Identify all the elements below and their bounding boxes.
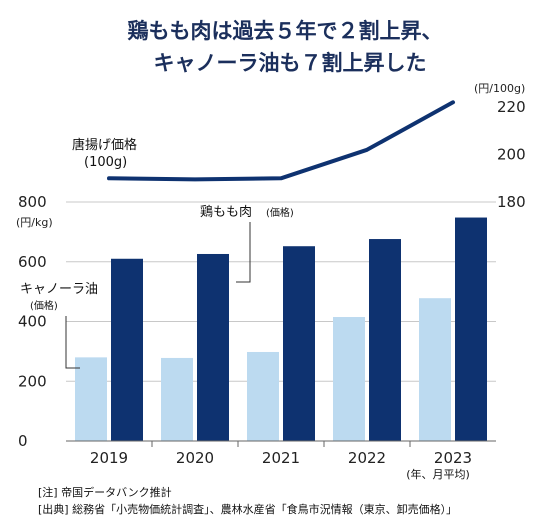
chicken-series-label: 鶏もも肉 (200, 205, 252, 220)
right-tick-label: 220 (497, 98, 526, 116)
price-line (107, 100, 455, 182)
right-axis-unit: (円/100g) (474, 82, 525, 95)
left-tick-label: 600 (18, 253, 47, 271)
karaage-price-line (107, 100, 455, 182)
note-1: [注] 帝国データバンク推計 (38, 485, 172, 499)
x-tick-label: 2019 (90, 449, 128, 467)
bar-chicken-2020 (197, 253, 229, 441)
line-series-note: (100g) (84, 155, 127, 170)
left-tick-label: 400 (18, 313, 47, 331)
bar-chicken-2023 (455, 217, 487, 441)
chart-title-line-2: キャノーラ油も７割上昇した (154, 51, 427, 75)
bar-chicken-2021 (283, 246, 315, 441)
chicken-series-note: (価格) (266, 206, 294, 219)
left-tick-label: 200 (18, 372, 47, 390)
tick-labels: 0 200 400 600 800 180 200 220 2019 2020 2021 2022 20… (18, 98, 526, 467)
x-tick-label: 2021 (262, 449, 300, 467)
chicken-leader-line (236, 222, 251, 283)
left-tick-label: 0 (18, 432, 28, 450)
bar-canola-2021 (247, 351, 279, 441)
right-tick-label: 180 (497, 193, 526, 211)
x-axis-unit: (年、月平均) (406, 467, 470, 481)
right-tick-label: 200 (497, 146, 526, 164)
note-2: [出典] 総務省「小売物価統計調査」、農林水産省「食鳥市況情報（東京、卸売価格）… (38, 502, 457, 516)
bars (75, 217, 487, 441)
canola-leader-line (65, 316, 80, 369)
x-tick-label: 2022 (348, 449, 386, 467)
canola-series-note: (価格) (30, 299, 58, 312)
bar-canola-2019 (75, 357, 107, 441)
x-tick-label: 2020 (176, 449, 214, 467)
canola-series-label: キャノーラ油 (20, 282, 98, 297)
bar-canola-2023 (419, 298, 451, 441)
line-series-label: 唐揚げ価格 (72, 137, 137, 153)
chart-title-line-1: 鶏もも肉は過去５年で２割上昇、 (128, 19, 443, 43)
bar-chicken-2019 (111, 258, 143, 441)
left-axis-unit: (円/kg) (16, 216, 53, 229)
bar-canola-2022 (333, 317, 365, 441)
bar-chicken-2022 (369, 239, 401, 441)
x-tick-label: 2023 (434, 449, 472, 467)
bar-canola-2020 (161, 357, 193, 441)
left-tick-label: 800 (18, 193, 47, 211)
